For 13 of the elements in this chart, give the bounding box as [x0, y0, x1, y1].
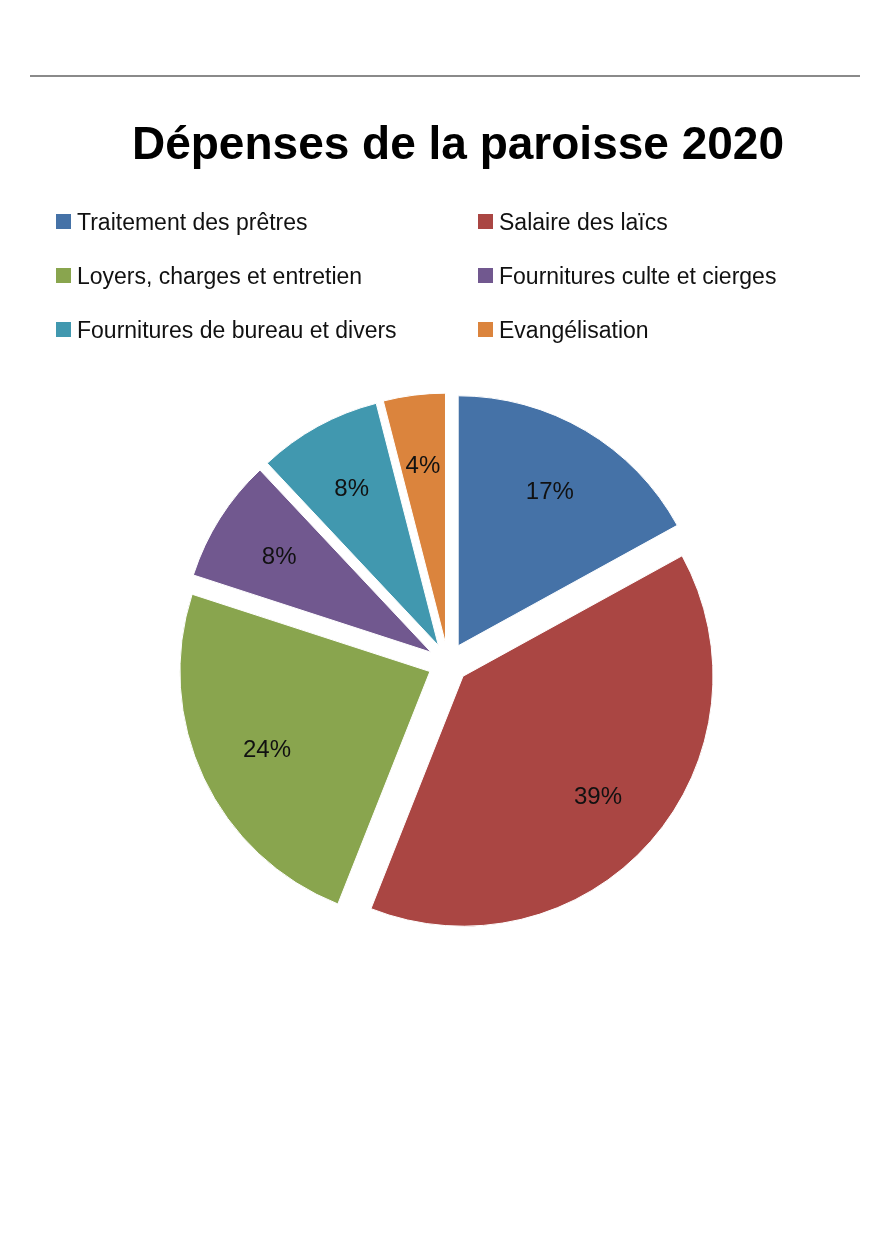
- data-label: 4%: [405, 451, 441, 479]
- legend-label: Traitement des prêtres: [77, 209, 308, 235]
- data-label: 39%: [574, 781, 623, 809]
- chart-title: Dépenses de la paroisse 2020: [131, 117, 785, 169]
- data-label: 24%: [243, 734, 292, 762]
- legend-label: Evangélisation: [499, 317, 649, 343]
- legend-label: Fournitures de bureau et divers: [77, 317, 397, 343]
- legend-label: Loyers, charges et entretien: [77, 263, 363, 289]
- data-label: 8%: [261, 542, 297, 570]
- legend-label: Fournitures culte et cierges: [499, 263, 777, 289]
- data-label: 17%: [525, 477, 574, 505]
- legend-label: Salaire des laïcs: [499, 209, 668, 235]
- data-label: 8%: [334, 474, 369, 502]
